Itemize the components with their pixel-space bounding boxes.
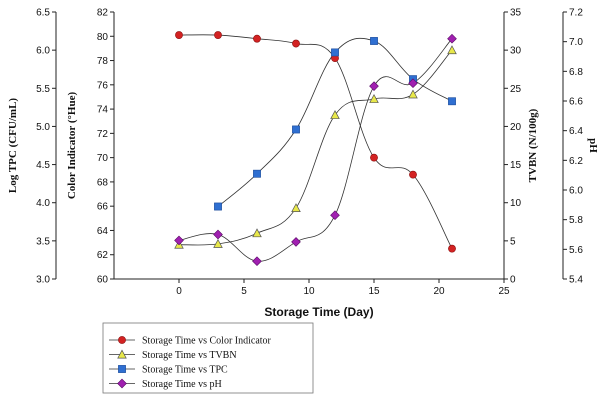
- color-tick-label: 62: [97, 250, 109, 261]
- legend-marker: [117, 378, 127, 389]
- legend: Storage Time vs Color Indicator Storage T…: [102, 322, 314, 394]
- tpc-tick-label: 6.0: [36, 46, 50, 57]
- data-point-square: [331, 48, 339, 57]
- data-point-triangle: [213, 238, 223, 248]
- ph-tick-label: 6.6: [569, 97, 583, 108]
- ph-axis-title: pH: [587, 138, 597, 153]
- data-point-circle: [292, 39, 300, 48]
- x-tick-label: 25: [498, 286, 510, 297]
- series-line-square: [217, 37, 453, 207]
- color-tick-label: 76: [97, 80, 109, 91]
- series-markers: [174, 31, 457, 267]
- data-point-square: [214, 202, 222, 211]
- data-point-square: [370, 37, 378, 45]
- legend-box: [102, 322, 314, 394]
- color-axis-title: Color Indicator (°Hue): [66, 92, 78, 200]
- data-point-square: [253, 169, 261, 178]
- tvbn-tick-label: 35: [510, 8, 522, 19]
- series-line-diamond: [178, 38, 453, 262]
- x-tick-label: 20: [433, 286, 445, 297]
- ph-tick-label: 6.0: [569, 186, 583, 197]
- data-point-diamond: [213, 229, 223, 240]
- ph-tick-label: 6.4: [569, 126, 583, 137]
- data-point-triangle: [369, 94, 379, 103]
- data-point-circle: [253, 34, 261, 43]
- tvbn-tick-label: 25: [510, 84, 522, 95]
- data-point-diamond: [291, 237, 301, 247]
- tvbn-tick-label: 5: [510, 236, 516, 247]
- data-point-triangle: [252, 228, 262, 238]
- tpc-tick-label: 3.5: [36, 236, 50, 247]
- color-tick-label: 66: [97, 202, 109, 213]
- x-axis-title: Storage Time (Day): [264, 305, 373, 319]
- tvbn-tick-label: 0: [510, 275, 516, 286]
- color-tick-label: 64: [97, 226, 109, 237]
- tpc-tick-label: 4.0: [36, 198, 50, 209]
- tvbn-axis-title: TVBN (N/100g): [527, 108, 539, 182]
- color-tick-label: 74: [97, 105, 109, 116]
- data-point-circle: [214, 31, 222, 39]
- series-line-circle: [178, 34, 453, 249]
- color-tick-label: 70: [97, 153, 109, 164]
- ph-tick-label: 5.6: [569, 245, 583, 256]
- ph-tick-label: 6.8: [569, 67, 583, 78]
- data-point-circle: [409, 170, 417, 179]
- tvbn-tick-label: 15: [510, 160, 522, 171]
- color-tick-label: 80: [97, 32, 109, 43]
- tpc-tick-label: 3.0: [36, 275, 50, 286]
- tvbn-tick-label: 10: [510, 198, 522, 209]
- data-point-circle: [175, 31, 183, 39]
- ph-tick-label: 7.0: [569, 37, 583, 48]
- color-tick-label: 78: [97, 56, 109, 67]
- series-line-triangle: [178, 49, 453, 246]
- legend-marker: [118, 365, 126, 373]
- data-point-diamond: [330, 210, 340, 221]
- color-tick-label: 82: [97, 8, 109, 19]
- x-tick-label: 10: [303, 286, 315, 297]
- data-point-diamond: [408, 78, 418, 89]
- data-point-circle: [448, 244, 456, 253]
- ph-tick-label: 5.4: [569, 275, 583, 286]
- data-point-diamond: [369, 81, 379, 91]
- legend-label: Storage Time vs Color Indicator: [142, 336, 272, 347]
- data-point-triangle: [408, 89, 418, 99]
- legend-label: Storage Time vs TPC: [142, 365, 228, 376]
- data-point-diamond: [447, 33, 457, 44]
- data-point-diamond: [252, 256, 262, 267]
- data-point-triangle: [447, 45, 457, 55]
- data-point-diamond: [174, 235, 184, 246]
- tpc-tick-label: 4.5: [36, 160, 50, 171]
- series-lines: [178, 34, 453, 262]
- axes-layer: 0 5 10 15 20 25 Storage Time (Day) 3.0 3.5 4.0 4.5…: [7, 8, 597, 320]
- legend-marker: [118, 336, 126, 344]
- color-tick-label: 72: [97, 129, 109, 140]
- legend-label: Storage Time vs TVBN: [142, 350, 237, 361]
- x-tick-label: 5: [241, 286, 247, 297]
- color-tick-label: 68: [97, 177, 109, 188]
- ph-tick-label: 6.2: [569, 156, 583, 167]
- x-tick-label: 15: [368, 286, 380, 297]
- tpc-tick-label: 5.0: [36, 122, 50, 133]
- data-point-triangle: [330, 110, 340, 119]
- data-point-triangle: [291, 203, 301, 213]
- data-point-square: [448, 97, 456, 106]
- ph-tick-label: 5.8: [569, 215, 583, 226]
- tpc-tick-label: 6.5: [36, 8, 50, 19]
- legend-marker: [117, 349, 127, 359]
- tvbn-tick-label: 20: [510, 122, 522, 133]
- legend-label: Storage Time vs pH: [142, 379, 222, 390]
- x-tick-label: 0: [176, 286, 182, 297]
- data-point-square: [292, 125, 300, 134]
- tpc-axis-title: Log TPC (CFU/mL): [7, 98, 19, 193]
- tvbn-tick-label: 30: [510, 46, 522, 57]
- tpc-tick-label: 5.5: [36, 84, 50, 95]
- ph-tick-label: 7.2: [569, 8, 583, 19]
- color-tick-label: 60: [97, 275, 109, 286]
- data-point-circle: [370, 153, 378, 162]
